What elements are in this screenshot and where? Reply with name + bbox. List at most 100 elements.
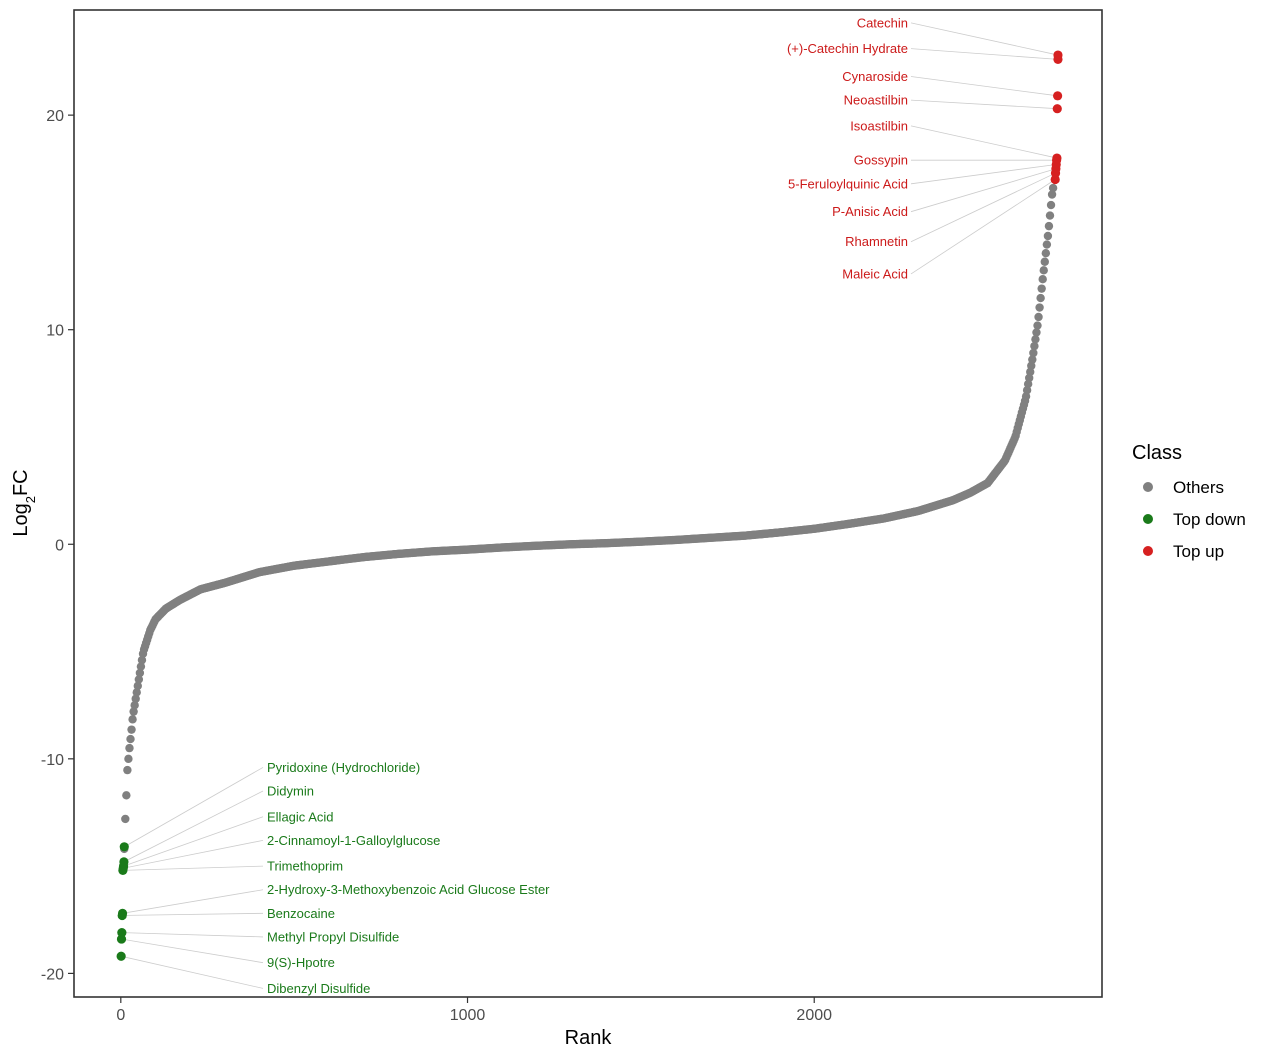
highlight-points <box>116 50 1063 961</box>
point-others <box>1029 348 1038 358</box>
label-top-up: Rhamnetin <box>845 234 908 249</box>
legend: Class Others Top down Top up <box>1132 442 1246 561</box>
connector-top-up <box>910 164 1057 185</box>
label-top-down: 2-Cinnamoyl-1-Galloylglucose <box>267 833 440 848</box>
point-others <box>135 668 145 678</box>
point-others <box>1030 341 1039 351</box>
point-others <box>1048 183 1058 193</box>
point-others <box>1047 190 1057 199</box>
point-others <box>130 700 139 710</box>
point-top-down <box>118 865 128 876</box>
label-top-down: Dibenzyl Disulfide <box>267 981 370 996</box>
y-tick-label: 20 <box>46 108 64 125</box>
point-others <box>125 743 134 753</box>
point-others <box>1045 211 1055 220</box>
point-others <box>1040 257 1049 266</box>
point-others <box>128 715 137 724</box>
connector-top-down <box>122 889 264 914</box>
label-top-up: Neoastilbin <box>844 93 908 108</box>
y-tick-label: -10 <box>41 752 64 769</box>
x-axis-title: Rank <box>565 1027 613 1049</box>
y-tick-label: 10 <box>46 323 64 340</box>
point-others <box>1041 248 1051 258</box>
point-others <box>127 725 136 734</box>
connector-top-up <box>910 179 1056 275</box>
label-top-up: (+)-Catechin Hydrate <box>787 41 908 56</box>
label-top-down: Benzocaine <box>267 906 335 921</box>
connector-top-down <box>123 839 264 869</box>
point-others <box>1039 266 1048 275</box>
label-top-down: Trimethoprim <box>267 859 343 874</box>
annotation-labels: Catechin (+)-Catechin Hydrate Cynaroside Ne… <box>267 15 908 996</box>
connector-top-up <box>910 172 1056 243</box>
label-top-down: 9(S)-Hpotre <box>267 955 335 970</box>
point-others <box>126 734 135 744</box>
point-top-up <box>1053 54 1063 64</box>
x-tick-label: 0 <box>116 1007 125 1024</box>
point-others <box>1035 303 1044 312</box>
label-top-down: 2-Hydroxy-3-Methoxybenzoic Acid Glucose … <box>267 882 550 897</box>
point-top-up <box>1052 104 1062 114</box>
y-tick-label: 0 <box>55 537 64 554</box>
connector-top-down <box>121 932 264 938</box>
point-others <box>1042 240 1052 249</box>
y-axis-title-sub: 2 <box>23 496 38 503</box>
label-top-up: Gossypin <box>854 153 908 168</box>
point-others <box>1038 275 1047 284</box>
label-top-up: Cynaroside <box>842 69 908 84</box>
point-others <box>124 754 133 764</box>
connector-top-up <box>910 22 1059 56</box>
legend-title: Class <box>1132 442 1182 464</box>
point-others <box>1028 355 1037 364</box>
connector-top-down <box>123 790 264 863</box>
connector-top-down <box>124 767 264 848</box>
connector-top-down <box>122 865 264 871</box>
label-top-down: Ellagic Acid <box>267 809 333 824</box>
point-top-down <box>116 934 127 944</box>
legend-label-top-up: Top up <box>1173 542 1224 561</box>
point-others <box>121 814 130 824</box>
point-others <box>136 662 146 671</box>
connector-top-down <box>122 912 264 916</box>
point-others <box>1037 284 1046 293</box>
point-others <box>132 688 141 697</box>
legend-key-others <box>1143 482 1153 492</box>
legend-key-top-up <box>1143 546 1153 556</box>
point-others <box>1043 231 1053 241</box>
point-others <box>1033 321 1042 330</box>
connector-top-up <box>910 125 1058 159</box>
label-top-up: Maleic Acid <box>842 266 908 281</box>
label-top-up: Catechin <box>857 15 908 30</box>
label-connectors <box>121 22 1059 989</box>
point-others <box>1036 293 1045 303</box>
point-top-down <box>116 951 126 961</box>
legend-key-top-down <box>1143 514 1153 524</box>
legend-label-others: Others <box>1173 478 1224 497</box>
point-others <box>134 675 144 684</box>
point-top-up <box>1050 174 1060 185</box>
label-top-down: Methyl Propyl Disulfide <box>267 929 399 944</box>
point-others <box>1031 335 1040 344</box>
point-others <box>1034 312 1043 322</box>
point-top-up <box>1053 91 1063 101</box>
point-others <box>137 655 147 665</box>
point-others <box>1032 328 1041 337</box>
connector-top-down <box>123 816 264 867</box>
label-top-down: Pyridoxine (Hydrochloride) <box>267 760 420 775</box>
connector-top-down <box>121 955 264 989</box>
connector-top-up <box>910 48 1058 60</box>
connector-top-up <box>910 99 1058 110</box>
point-others <box>129 707 138 716</box>
y-axis-title-main: Log <box>10 503 32 536</box>
y-axis-title-suffix: FC <box>10 469 32 496</box>
connector-top-down <box>121 938 264 964</box>
point-others <box>123 765 132 775</box>
label-top-up: 5-Feruloylquinic Acid <box>788 176 908 191</box>
x-axis: 0 1000 2000 <box>116 997 832 1024</box>
point-others <box>133 681 142 691</box>
label-top-up: Isoastilbin <box>850 118 908 133</box>
label-top-down: Didymin <box>267 784 314 799</box>
point-others <box>1046 200 1056 210</box>
connector-top-up <box>910 76 1058 97</box>
